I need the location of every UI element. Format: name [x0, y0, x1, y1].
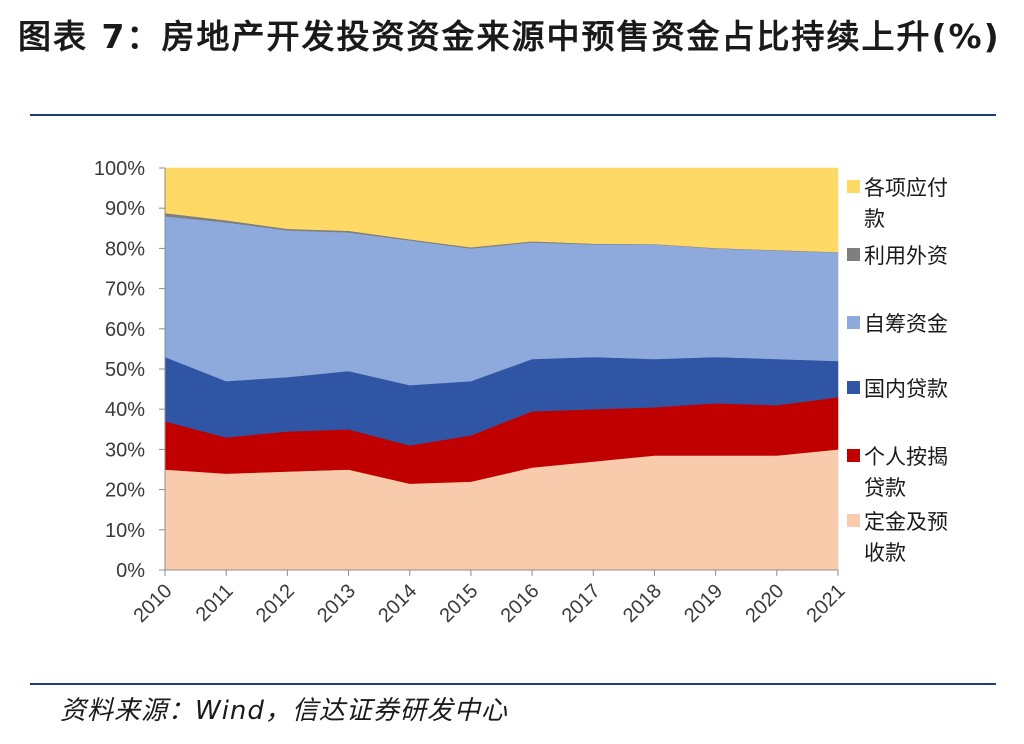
y-tick-label: 100%	[94, 158, 145, 180]
legend-label: 定金及预	[864, 510, 948, 534]
legend-swatch	[847, 316, 860, 329]
x-tick-label: 2018	[619, 580, 666, 627]
y-tick-label: 10%	[105, 520, 145, 542]
legend-swatch	[847, 381, 860, 394]
area-series-5	[164, 167, 839, 253]
y-tick-label: 50%	[105, 359, 145, 381]
x-tick-label: 2019	[680, 580, 727, 627]
chart-title: 图表 7：房地产开发投资资金来源中预售资金占比持续上升(%)	[18, 17, 1001, 56]
legend-label: 利用外资	[864, 244, 948, 268]
area-layer	[164, 167, 839, 571]
y-tick-label: 30%	[105, 439, 145, 461]
y-tick-label: 0%	[116, 560, 145, 582]
title-rule	[30, 114, 996, 116]
legend-label: 个人按揭	[864, 445, 948, 469]
x-tick-label: 2013	[313, 580, 360, 627]
source-note: 资料来源：Wind，信达证券研发中心	[60, 696, 508, 726]
y-tick-label: 90%	[105, 198, 145, 220]
y-tick-label: 20%	[105, 480, 145, 502]
legend-swatch	[847, 248, 860, 261]
y-tick-label: 70%	[105, 279, 145, 301]
x-tick-label: 2015	[435, 580, 482, 627]
legend-swatch	[847, 180, 860, 193]
x-tick-label: 2012	[252, 580, 299, 627]
x-tick-label: 2017	[558, 580, 605, 627]
legend-swatch	[847, 514, 860, 527]
legend-swatch	[847, 449, 860, 462]
source-rule	[30, 683, 996, 685]
y-tick-label: 80%	[105, 238, 145, 260]
y-tick-label: 60%	[105, 319, 145, 341]
legend-label: 贷款	[864, 476, 906, 500]
legend-label: 各项应付	[864, 176, 948, 200]
x-tick-label: 2021	[803, 580, 850, 627]
x-tick-label: 2014	[374, 580, 421, 627]
x-tick-label: 2010	[130, 580, 177, 627]
legend-label: 款	[864, 207, 885, 231]
legend-label: 自筹资金	[864, 312, 948, 336]
y-tick-label: 40%	[105, 399, 145, 421]
x-tick-label: 2016	[497, 580, 544, 627]
legend-label: 国内贷款	[864, 377, 948, 401]
x-tick-label: 2020	[741, 580, 788, 627]
legend-label: 收款	[864, 541, 906, 565]
x-tick-label: 2011	[192, 580, 238, 626]
